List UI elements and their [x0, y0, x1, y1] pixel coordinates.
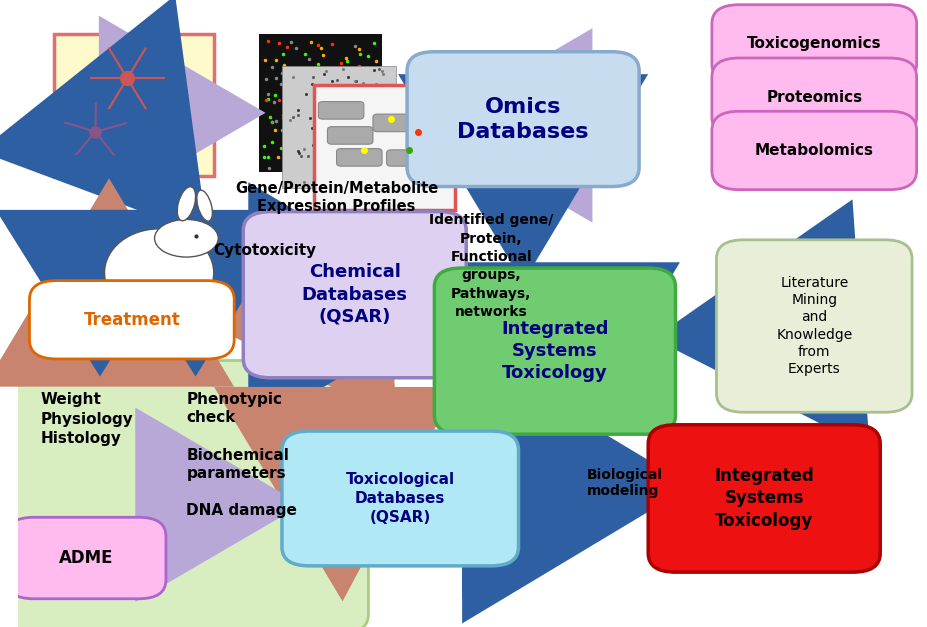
Text: Weight
Physiology
Histology: Weight Physiology Histology: [41, 392, 133, 446]
Ellipse shape: [155, 219, 218, 257]
FancyBboxPatch shape: [387, 150, 423, 166]
Text: Toxicological
Databases
(QSAR): Toxicological Databases (QSAR): [346, 472, 454, 525]
FancyBboxPatch shape: [373, 114, 418, 132]
FancyBboxPatch shape: [716, 240, 911, 413]
FancyBboxPatch shape: [55, 34, 213, 176]
Text: Chemical
Databases
(QSAR): Chemical Databases (QSAR): [301, 263, 407, 326]
Text: Identified gene/
Protein,
Functional
groups,
Pathways,
networks: Identified gene/ Protein, Functional gro…: [428, 213, 552, 319]
Text: Biological
modeling: Biological modeling: [586, 468, 662, 498]
Text: Toxicogenomics: Toxicogenomics: [746, 36, 881, 51]
FancyBboxPatch shape: [0, 361, 368, 627]
FancyBboxPatch shape: [282, 431, 518, 566]
Text: Proteomics: Proteomics: [766, 90, 861, 105]
Text: ADME: ADME: [59, 549, 113, 567]
Ellipse shape: [105, 229, 213, 317]
FancyBboxPatch shape: [30, 281, 234, 359]
Text: Integrated
Systems
Toxicology: Integrated Systems Toxicology: [501, 320, 608, 382]
FancyBboxPatch shape: [259, 34, 382, 172]
Ellipse shape: [188, 284, 221, 302]
Text: Gene/Protein/Metabolite
Expression Profiles: Gene/Protein/Metabolite Expression Profi…: [235, 181, 438, 214]
Text: Literature
Mining
and
Knowledge
from
Experts: Literature Mining and Knowledge from Exp…: [775, 276, 852, 376]
FancyBboxPatch shape: [434, 268, 675, 434]
FancyBboxPatch shape: [318, 102, 363, 119]
Text: Cytotoxicity: Cytotoxicity: [213, 243, 316, 258]
Text: Treatment: Treatment: [83, 311, 180, 329]
FancyBboxPatch shape: [711, 4, 916, 83]
FancyBboxPatch shape: [243, 211, 465, 377]
FancyBboxPatch shape: [711, 112, 916, 189]
FancyBboxPatch shape: [282, 66, 395, 188]
FancyBboxPatch shape: [327, 127, 373, 144]
FancyBboxPatch shape: [6, 517, 166, 599]
FancyBboxPatch shape: [337, 149, 382, 166]
FancyBboxPatch shape: [413, 128, 454, 144]
Ellipse shape: [197, 190, 212, 221]
Ellipse shape: [177, 187, 196, 221]
Text: Phenotypic
check

Biochemical
parameters

DNA damage: Phenotypic check Biochemical parameters …: [186, 392, 297, 519]
FancyBboxPatch shape: [313, 85, 454, 210]
FancyBboxPatch shape: [407, 51, 639, 187]
Text: Omics
Databases: Omics Databases: [457, 97, 589, 142]
FancyBboxPatch shape: [711, 58, 916, 137]
Text: Integrated
Systems
Toxicology: Integrated Systems Toxicology: [714, 467, 813, 530]
FancyBboxPatch shape: [647, 425, 880, 572]
Text: Metabolomics: Metabolomics: [754, 143, 873, 158]
